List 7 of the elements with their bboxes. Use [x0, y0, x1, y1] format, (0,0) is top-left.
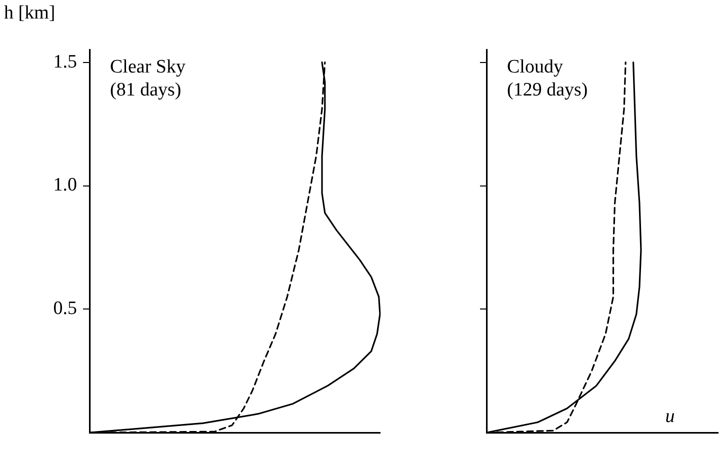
x-axis-title: u [665, 406, 675, 428]
y-tick-label: 0.5 [53, 298, 77, 320]
y-tick-label: 1.5 [53, 51, 77, 72]
annotation: Clear Sky (81 days) [110, 56, 186, 100]
y-tick-label: 1.0 [53, 174, 77, 196]
annotation: Cloudy (129 days) [507, 56, 588, 100]
y-axis-title: h [km] [4, 2, 56, 24]
